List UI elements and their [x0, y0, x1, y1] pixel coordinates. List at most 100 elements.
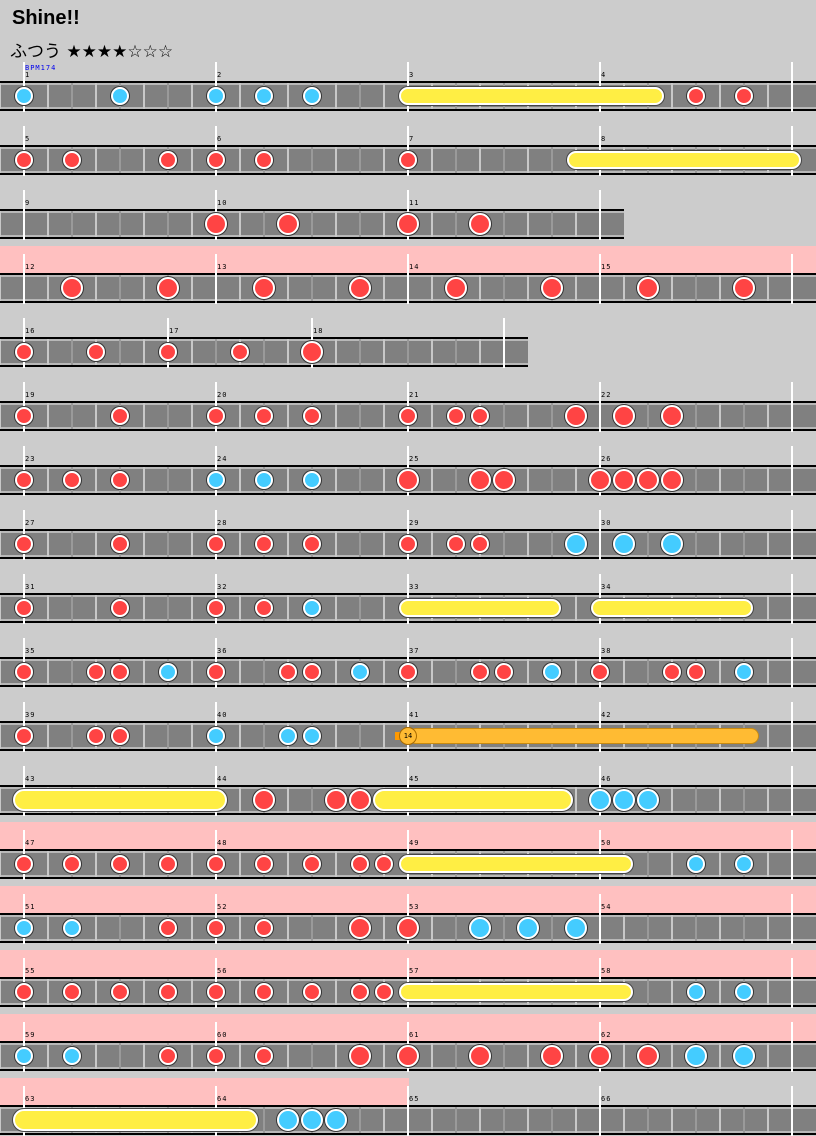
beat-line [455, 659, 457, 685]
ka-note [159, 663, 177, 681]
measure-number: 24 [217, 455, 228, 463]
don-note [279, 663, 297, 681]
big-ka-note [685, 1045, 707, 1067]
measure-number: 41 [409, 711, 420, 719]
don-note [63, 151, 81, 169]
ka-note [63, 1047, 81, 1065]
don-note [207, 535, 225, 553]
beat-line [239, 1043, 241, 1069]
beat-line [695, 787, 697, 813]
beat-line [479, 275, 481, 301]
beat-line [143, 339, 145, 365]
big-don-note [565, 405, 587, 427]
don-note [303, 535, 321, 553]
don-note [159, 1047, 177, 1065]
beat-line [383, 1107, 385, 1133]
measure-number: 17 [169, 327, 180, 335]
don-note [255, 599, 273, 617]
beat-line [95, 403, 97, 429]
beat-line [143, 979, 145, 1005]
don-note [687, 663, 705, 681]
don-note [399, 663, 417, 681]
beat-line [239, 275, 241, 301]
big-ka-note [613, 533, 635, 555]
measure-number: 49 [409, 839, 420, 847]
beat-line [287, 403, 289, 429]
beat-line [431, 339, 433, 365]
beat-line [695, 915, 697, 941]
beat-line [455, 147, 457, 173]
beat-line [95, 83, 97, 109]
measure-number: 44 [217, 775, 228, 783]
chart-row: 35 36 37 38 [0, 638, 816, 702]
big-don-note [661, 469, 683, 491]
beat-line [191, 723, 193, 749]
beat-line [503, 403, 505, 429]
chart-row: 9 10 11 [0, 190, 816, 254]
measure-number: 50 [601, 839, 612, 847]
measure-line [407, 1086, 409, 1136]
beat-line [551, 147, 553, 173]
chart-row: 59 60 61 62 [0, 1014, 816, 1086]
beat-line [0, 83, 1, 109]
beat-line [95, 595, 97, 621]
ka-note [15, 87, 33, 105]
don-note [111, 855, 129, 873]
beat-line [71, 403, 73, 429]
big-ka-note [613, 789, 635, 811]
big-don-note [397, 213, 419, 235]
big-don-note [637, 277, 659, 299]
don-note [303, 407, 321, 425]
measure-number: 19 [25, 391, 36, 399]
beat-line [0, 531, 1, 557]
ka-note [255, 471, 273, 489]
beat-line [503, 211, 505, 237]
don-note [207, 151, 225, 169]
don-note [399, 407, 417, 425]
beat-line [767, 403, 769, 429]
big-ka-note [565, 917, 587, 939]
big-don-note [733, 277, 755, 299]
beat-line [383, 723, 385, 749]
beat-line [383, 467, 385, 493]
chart-row: 16 17 18 [0, 318, 816, 382]
measure-line [791, 830, 793, 880]
beat-line [551, 915, 553, 941]
beat-line [671, 915, 673, 941]
big-drumroll-note [373, 789, 573, 811]
measure-number: 55 [25, 967, 36, 975]
don-note [111, 599, 129, 617]
beat-line [143, 1043, 145, 1069]
beat-line [47, 531, 49, 557]
big-don-note [541, 1045, 563, 1067]
beat-line [47, 595, 49, 621]
beat-line [431, 403, 433, 429]
big-don-note [493, 469, 515, 491]
beat-line [311, 787, 313, 813]
beat-line [359, 339, 361, 365]
beat-line [0, 595, 1, 621]
don-note [111, 727, 129, 745]
ka-note [15, 1047, 33, 1065]
beat-line [143, 915, 145, 941]
don-note [255, 855, 273, 873]
beat-line [0, 147, 1, 173]
big-don-note [541, 277, 563, 299]
beat-line [383, 1043, 385, 1069]
beat-line [671, 851, 673, 877]
big-don-note [397, 917, 419, 939]
don-note [255, 983, 273, 1001]
beat-line [239, 147, 241, 173]
ka-note [303, 471, 321, 489]
beat-line [527, 531, 529, 557]
measure-number: 42 [601, 711, 612, 719]
beat-line [719, 275, 721, 301]
beat-line [119, 211, 121, 237]
beat-line [503, 915, 505, 941]
drumroll-note [399, 87, 665, 105]
beat-line [575, 1043, 577, 1069]
ka-note [735, 663, 753, 681]
measure-number: 18 [313, 327, 324, 335]
don-note [255, 919, 273, 937]
